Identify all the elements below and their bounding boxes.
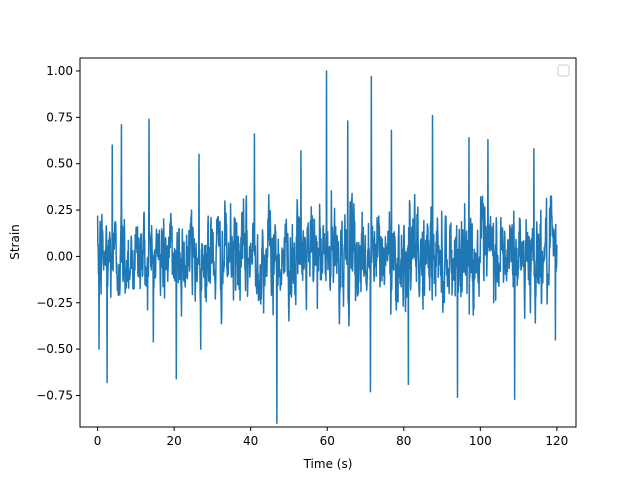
x-tick-label: 0 bbox=[94, 434, 102, 448]
y-tick-label: 0.75 bbox=[46, 110, 73, 124]
x-tick-label: 20 bbox=[167, 434, 182, 448]
y-tick-label: 1.00 bbox=[46, 64, 73, 78]
x-tick-label: 60 bbox=[320, 434, 335, 448]
tick-layer: 0 20 40 60 80 100 120 −0.75 −0.50 −0.25 0.00 0.25 0.… bbox=[36, 64, 568, 448]
legend-box bbox=[557, 64, 570, 77]
plot-layer bbox=[96, 70, 558, 425]
x-tick-label: 40 bbox=[243, 434, 258, 448]
y-tick-label: −0.50 bbox=[36, 342, 73, 356]
x-tick-label: 120 bbox=[545, 434, 568, 448]
x-axis-label: Time (s) bbox=[303, 457, 353, 471]
series-line-strain bbox=[96, 70, 558, 425]
x-tick-label: 80 bbox=[396, 434, 411, 448]
y-tick-label: 0.50 bbox=[46, 157, 73, 171]
y-tick-label: 0.25 bbox=[46, 203, 73, 217]
y-axis-label: Strain bbox=[8, 224, 22, 260]
axes-frame bbox=[79, 57, 577, 428]
y-tick-label: −0.25 bbox=[36, 296, 73, 310]
y-tick-label: 0.00 bbox=[46, 249, 73, 263]
y-tick-label: −0.75 bbox=[36, 388, 73, 402]
x-tick-label: 100 bbox=[469, 434, 492, 448]
